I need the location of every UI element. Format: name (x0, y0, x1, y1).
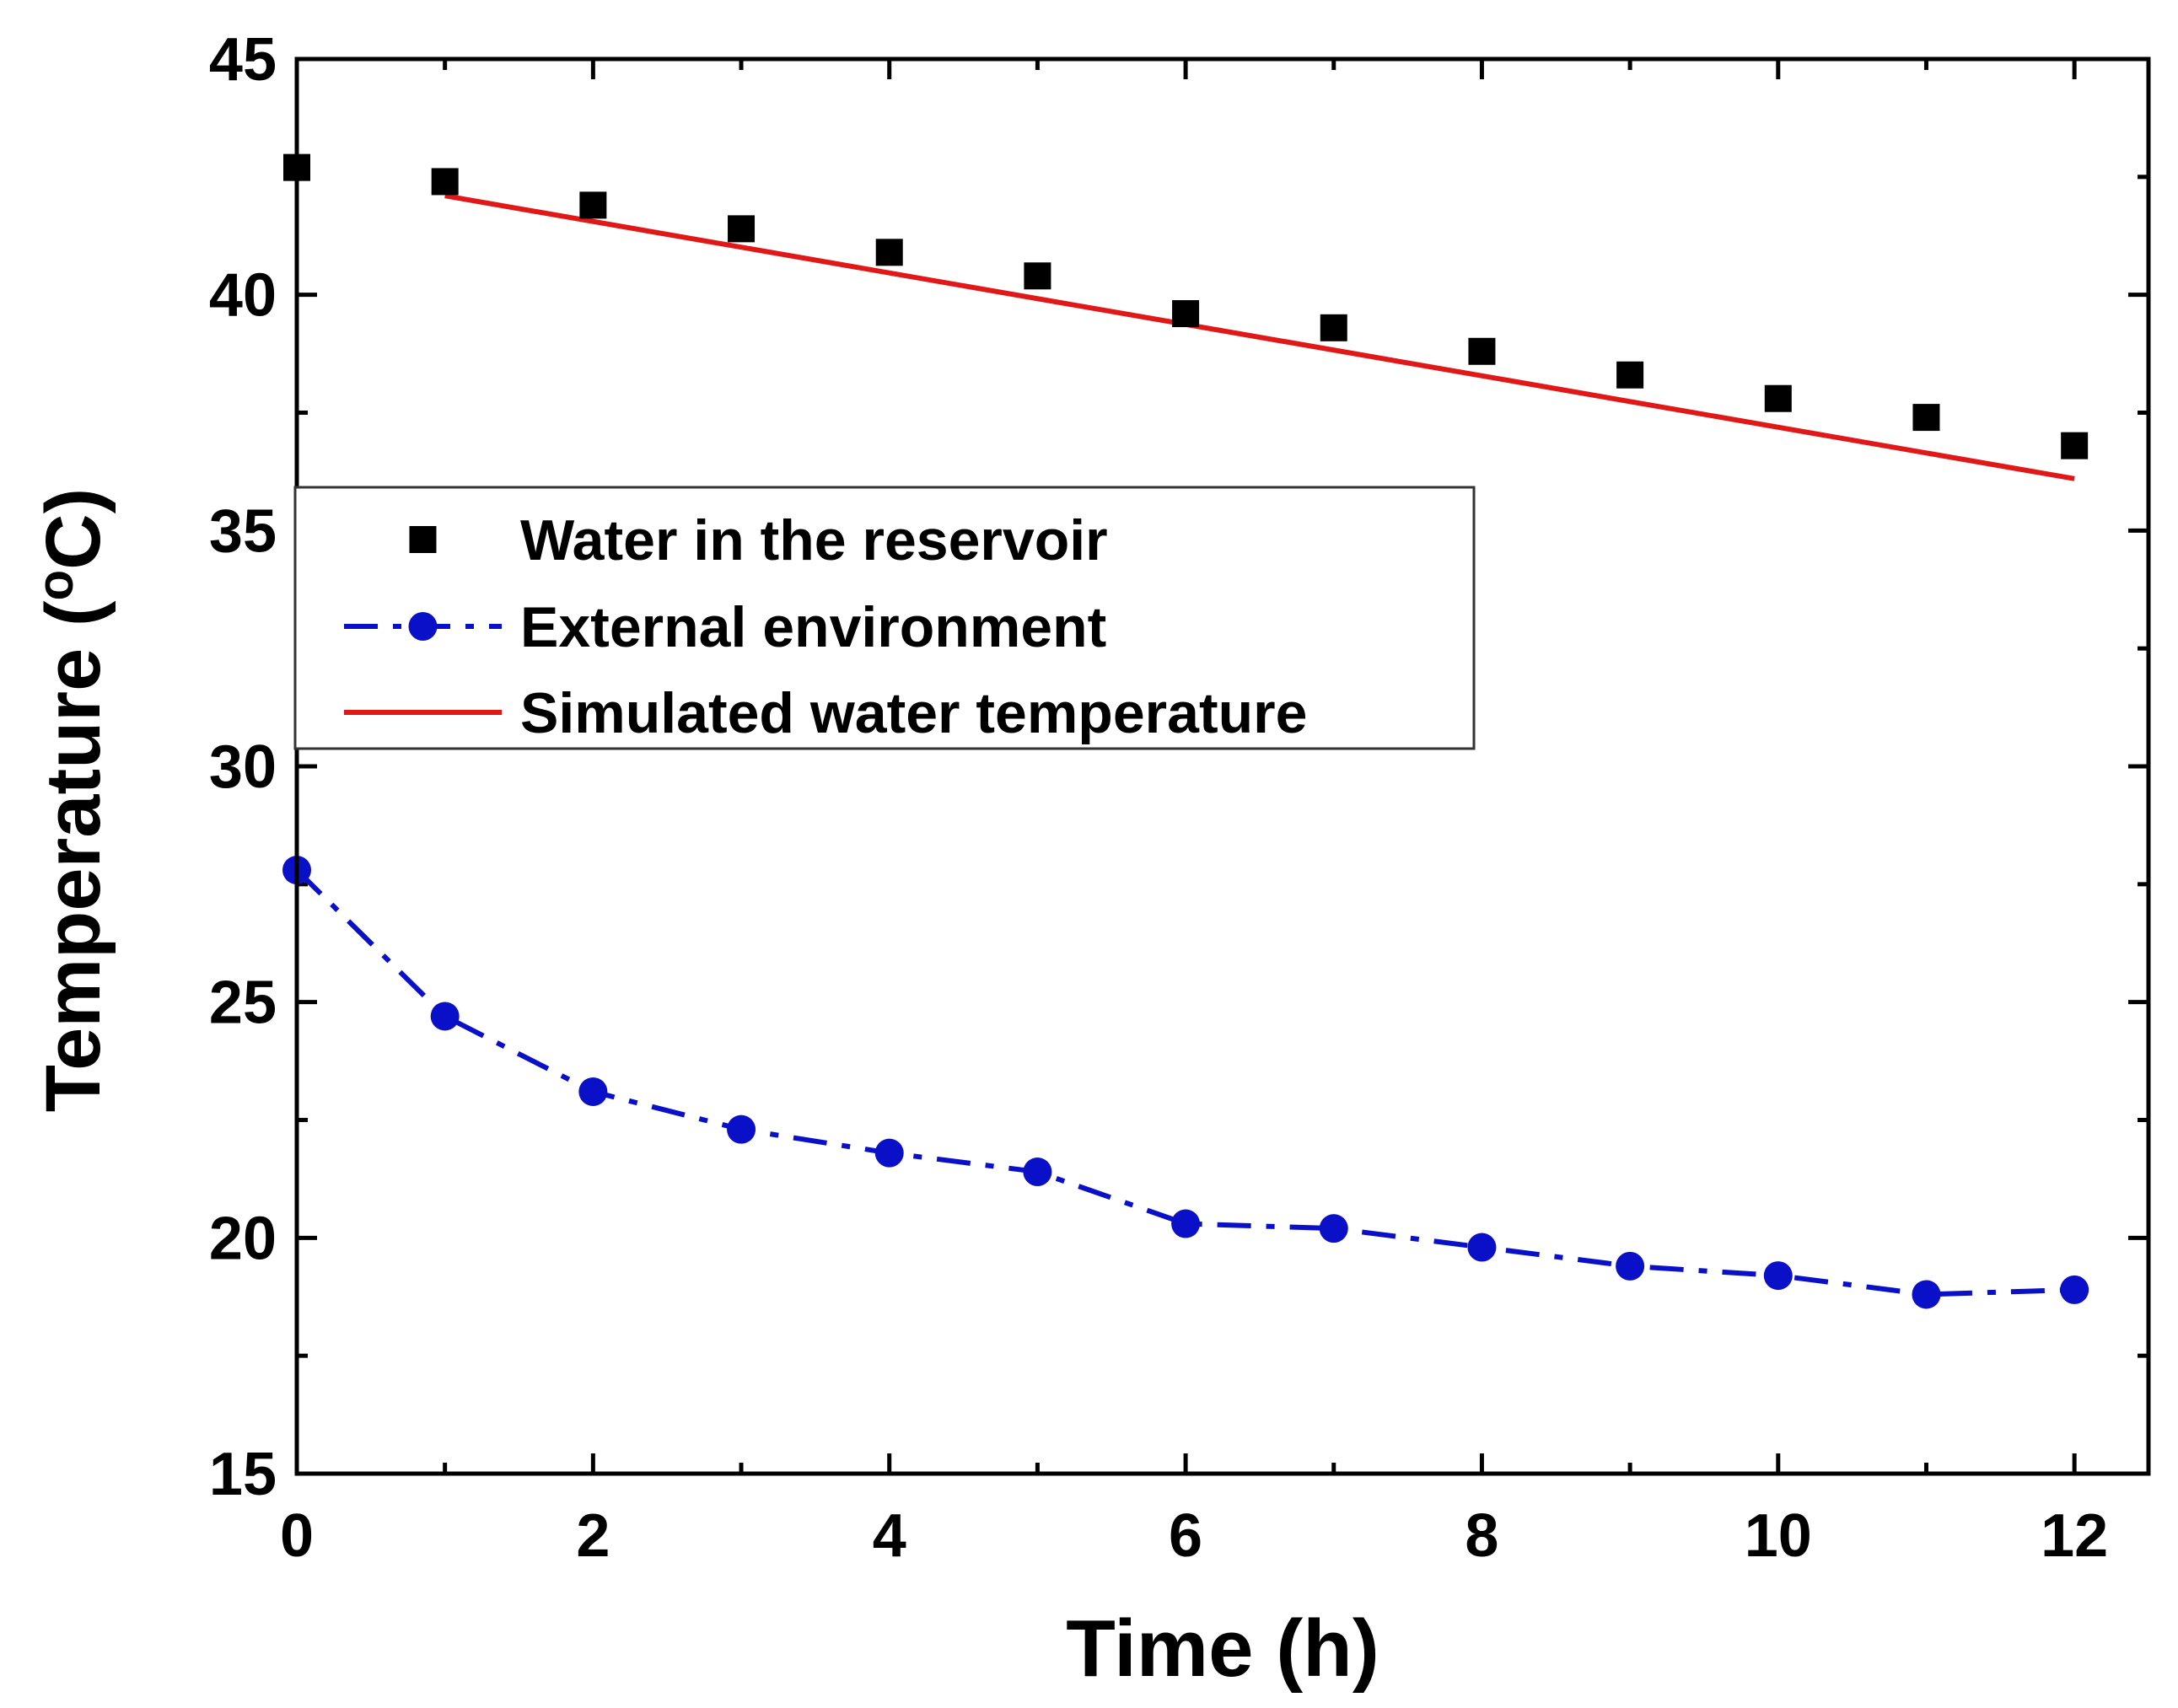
water-reservoir-point (1024, 262, 1051, 290)
external-environment-point (430, 1002, 460, 1031)
y-axis-title-degree: o (27, 570, 83, 601)
y-axis-title-prefix: Temperature ( (30, 600, 116, 1112)
external-environment-point (1171, 1209, 1201, 1238)
external-environment-point (1023, 1157, 1052, 1187)
legend-water-marker (409, 526, 437, 553)
legend: Water in the reservoir External environme… (293, 486, 1476, 750)
water-reservoir-point (1912, 404, 1940, 432)
water-reservoir-point (1172, 300, 1200, 328)
external-environment-point (1467, 1233, 1497, 1262)
x-tick-label: 12 (2041, 1502, 2108, 1570)
y-tick-label: 20 (209, 1205, 277, 1272)
y-tick-label: 25 (209, 969, 277, 1037)
y-tick-label: 15 (209, 1441, 277, 1508)
water-reservoir-point (2061, 432, 2089, 459)
x-tick-label: 6 (1169, 1502, 1202, 1570)
y-tick-label: 30 (209, 733, 277, 801)
water-reservoir-point (1616, 361, 1644, 389)
water-reservoir-point (579, 191, 607, 219)
external-environment-point (2060, 1275, 2089, 1304)
tick-labels: 0 2 4 6 8 10 12 15 20 25 30 35 40 45 (209, 26, 2108, 1570)
x-axis-title: Time (h) (1066, 1603, 1379, 1694)
legend-box (293, 486, 1476, 750)
y-tick-label: 45 (209, 26, 277, 94)
legend-label: Simulated water temperature (520, 681, 1307, 745)
external-environment-point (578, 1077, 608, 1106)
external-environment-point (1319, 1214, 1348, 1243)
x-tick-label: 2 (576, 1502, 610, 1570)
legend-label: Water in the reservoir (520, 508, 1108, 572)
water-reservoir-point (728, 215, 756, 243)
legend-label: External environment (520, 595, 1106, 659)
external-environment-point (874, 1138, 904, 1168)
simulated-water-line (444, 193, 2075, 481)
external-environment-point (1763, 1261, 1793, 1291)
water-reservoir-point (1764, 384, 1792, 412)
external-environment-point (1912, 1280, 1941, 1309)
water-reservoir-point (875, 239, 903, 266)
external-environment-point (727, 1114, 756, 1144)
y-tick-label: 35 (209, 497, 277, 565)
x-tick-label: 10 (1745, 1502, 1812, 1570)
water-reservoir-point (431, 168, 459, 196)
water-reservoir-point (1320, 314, 1347, 341)
y-axis-title: Temperature (oC) (27, 488, 116, 1112)
external-environment-point (1616, 1251, 1645, 1281)
y-axis-title-suffix: C) (30, 488, 116, 570)
water-reservoir-point (1468, 337, 1496, 365)
x-tick-label: 0 (280, 1502, 314, 1570)
x-tick-label: 8 (1465, 1502, 1498, 1570)
plot-frame (294, 56, 2151, 1476)
y-tick-label: 40 (209, 262, 277, 330)
x-tick-label: 4 (873, 1502, 906, 1570)
legend-environment-marker (408, 612, 438, 641)
